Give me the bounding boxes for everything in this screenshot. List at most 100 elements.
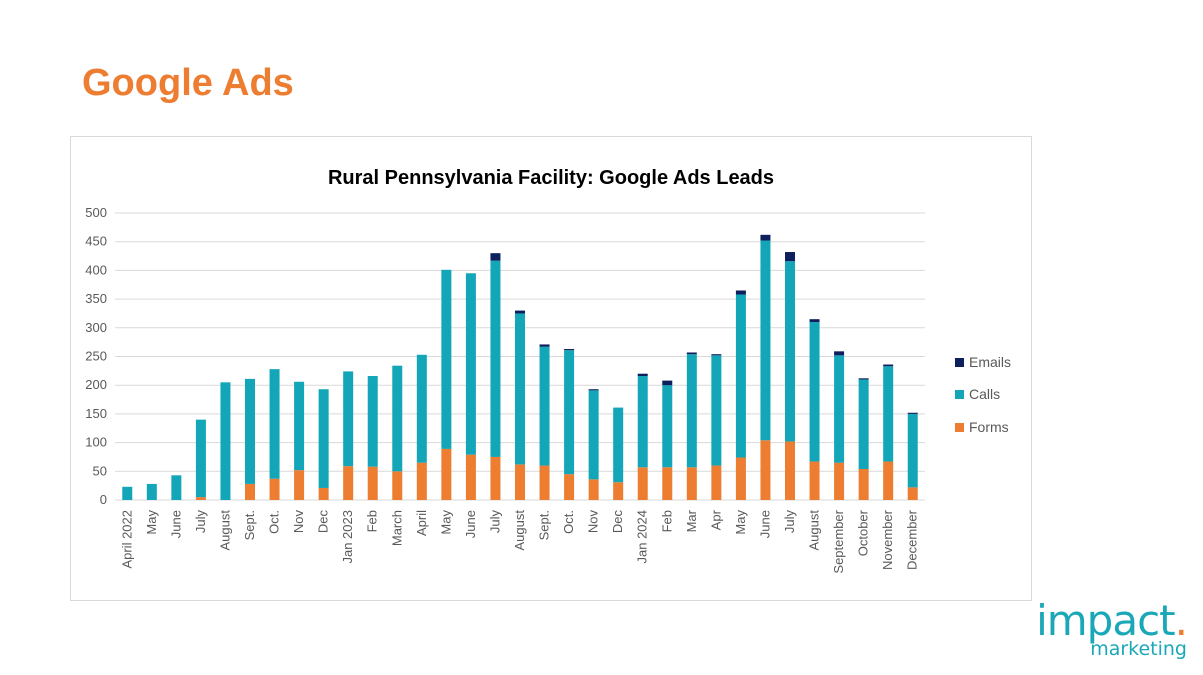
x-tick-label: May bbox=[733, 510, 748, 535]
bar-emails bbox=[858, 378, 869, 380]
x-tick-label: Feb bbox=[365, 510, 380, 532]
bar-forms bbox=[294, 470, 305, 500]
x-tick-label: Oct. bbox=[267, 510, 282, 534]
bar-emails bbox=[662, 380, 673, 386]
x-tick-label: Mar bbox=[684, 509, 699, 532]
bar-forms bbox=[809, 461, 820, 500]
bar-forms bbox=[367, 466, 378, 500]
bar-forms bbox=[834, 462, 845, 500]
x-tick-label: December bbox=[905, 509, 920, 570]
bar-forms bbox=[785, 441, 795, 500]
bar-calls bbox=[146, 483, 157, 500]
y-tick-label: 0 bbox=[100, 492, 107, 507]
x-tick-label: August bbox=[512, 510, 527, 551]
y-tick-label: 350 bbox=[85, 291, 107, 306]
bar-forms bbox=[686, 467, 697, 500]
bar-emails bbox=[539, 344, 550, 347]
y-tick-label: 250 bbox=[85, 349, 107, 364]
bar-forms bbox=[343, 466, 354, 500]
legend-swatch-forms bbox=[955, 423, 964, 432]
bar-forms bbox=[588, 479, 599, 500]
bar-forms bbox=[907, 487, 918, 500]
impact-marketing-logo: impact. marketing bbox=[1036, 600, 1188, 660]
bar-calls bbox=[343, 371, 354, 467]
x-tick-label: Sept. bbox=[242, 510, 257, 540]
bar-emails bbox=[564, 349, 575, 351]
logo-word: impact bbox=[1036, 596, 1176, 645]
bar-calls bbox=[834, 355, 845, 463]
x-tick-label: October bbox=[856, 509, 871, 556]
x-tick-label: November bbox=[880, 509, 895, 570]
bar-emails bbox=[907, 412, 918, 414]
bar-calls bbox=[858, 379, 869, 470]
bar-calls bbox=[760, 240, 771, 441]
bar-calls bbox=[711, 355, 722, 466]
bar-emails bbox=[490, 253, 501, 261]
bar-calls bbox=[735, 294, 746, 458]
bar-emails bbox=[686, 352, 697, 355]
bar-calls bbox=[809, 322, 820, 462]
legend-label-forms: Forms bbox=[969, 419, 1009, 435]
x-tick-label: July bbox=[193, 510, 208, 534]
bar-calls bbox=[907, 413, 918, 488]
bar-emails bbox=[515, 310, 525, 314]
bar-forms bbox=[564, 474, 575, 500]
legend-label-calls: Calls bbox=[969, 386, 1000, 402]
bar-calls bbox=[490, 260, 501, 457]
bar-forms bbox=[441, 448, 452, 500]
bar-emails bbox=[883, 364, 894, 367]
bar-calls bbox=[392, 365, 403, 472]
bar-calls bbox=[662, 385, 673, 468]
bar-emails bbox=[735, 290, 746, 295]
y-tick-label: 200 bbox=[85, 377, 107, 392]
bar-forms bbox=[858, 469, 869, 500]
bar-calls bbox=[465, 273, 476, 455]
bar-forms bbox=[490, 456, 501, 500]
bar-forms bbox=[539, 465, 550, 500]
bar-forms bbox=[613, 482, 624, 500]
bar-calls bbox=[122, 486, 133, 500]
x-tick-label: August bbox=[217, 510, 232, 551]
bar-calls bbox=[564, 350, 575, 475]
chart-frame: Rural Pennsylvania Facility: Google Ads … bbox=[70, 136, 1032, 601]
bar-calls bbox=[245, 378, 255, 484]
bar-calls bbox=[588, 390, 599, 480]
bar-emails bbox=[809, 319, 820, 323]
x-tick-label: September bbox=[831, 509, 846, 573]
bar-calls bbox=[195, 419, 206, 498]
x-tick-label: July bbox=[782, 510, 797, 534]
bar-calls bbox=[367, 376, 378, 467]
bar-forms bbox=[416, 462, 427, 500]
x-tick-label: July bbox=[487, 510, 502, 534]
bar-calls bbox=[294, 381, 305, 471]
chart-title: Rural Pennsylvania Facility: Google Ads … bbox=[327, 167, 775, 189]
bar-forms bbox=[392, 471, 403, 500]
x-tick-label: Sept. bbox=[537, 510, 552, 540]
bar-calls bbox=[515, 313, 525, 465]
bar-calls bbox=[171, 475, 182, 500]
bar-calls bbox=[613, 407, 624, 483]
x-tick-label: Jan 2023 bbox=[340, 510, 355, 564]
logo-sub: marketing bbox=[1090, 638, 1187, 660]
bar-calls bbox=[269, 369, 280, 479]
bar-forms bbox=[883, 461, 894, 500]
x-tick-label: Nov bbox=[586, 510, 601, 534]
bar-forms bbox=[735, 457, 746, 500]
bar-forms bbox=[662, 467, 673, 500]
bar-forms bbox=[245, 483, 255, 500]
x-tick-label: May bbox=[144, 510, 159, 535]
bar-forms bbox=[760, 440, 771, 500]
bar-calls bbox=[883, 366, 894, 462]
legend-label-emails: Emails bbox=[969, 354, 1011, 370]
x-tick-label: June bbox=[168, 510, 183, 538]
logo-main: impact. bbox=[1036, 600, 1188, 642]
x-tick-label: June bbox=[757, 510, 772, 538]
x-tick-label: August bbox=[807, 510, 822, 551]
x-tick-label: April bbox=[414, 510, 429, 536]
bar-calls bbox=[416, 354, 427, 463]
x-tick-label: May bbox=[438, 510, 453, 535]
bar-emails bbox=[711, 354, 722, 356]
bar-forms bbox=[318, 487, 329, 500]
x-tick-label: Nov bbox=[291, 510, 306, 534]
bar-forms bbox=[195, 497, 206, 500]
